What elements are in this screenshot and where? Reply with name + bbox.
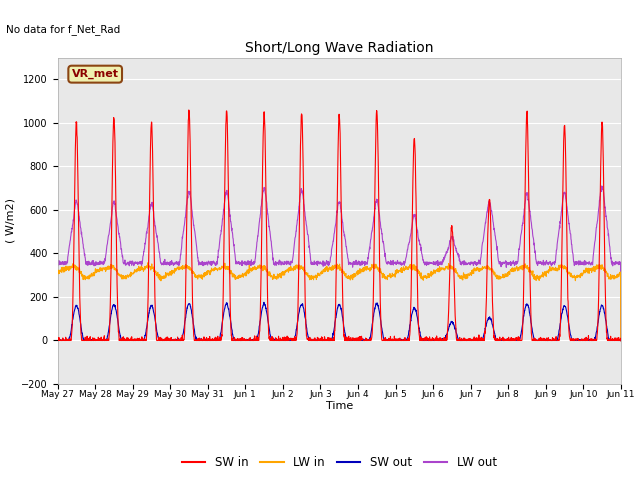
SW in xyxy=(504,337,511,343)
SW in xyxy=(369,331,376,336)
SW in xyxy=(54,337,61,343)
LW out xyxy=(598,183,605,189)
LW in xyxy=(368,262,376,267)
LW in xyxy=(356,267,364,273)
LW out xyxy=(368,229,376,235)
Line: SW out: SW out xyxy=(58,302,621,340)
SW in xyxy=(583,336,591,342)
SW in xyxy=(54,337,61,343)
SW out xyxy=(211,337,218,343)
SW out xyxy=(356,337,364,343)
SW out xyxy=(568,335,575,341)
LW out xyxy=(617,338,625,344)
LW in xyxy=(54,272,61,277)
Legend: SW in, LW in, SW out, LW out: SW in, LW in, SW out, LW out xyxy=(177,452,502,474)
Line: LW in: LW in xyxy=(58,263,621,341)
SW out xyxy=(617,337,625,343)
Title: Short/Long Wave Radiation: Short/Long Wave Radiation xyxy=(245,41,433,55)
SW in xyxy=(211,337,219,343)
SW in xyxy=(356,337,364,343)
SW out xyxy=(503,337,511,343)
SW in xyxy=(617,336,625,342)
Y-axis label: ( W/m2): ( W/m2) xyxy=(6,198,16,243)
SW out xyxy=(54,337,61,343)
LW in xyxy=(144,260,152,265)
Line: LW out: LW out xyxy=(58,186,621,341)
SW in xyxy=(568,336,575,342)
LW out xyxy=(54,260,61,265)
Text: No data for f_Net_Rad: No data for f_Net_Rad xyxy=(6,24,121,35)
Line: SW in: SW in xyxy=(58,110,621,340)
LW in xyxy=(503,272,511,278)
Text: VR_met: VR_met xyxy=(72,69,118,79)
SW out xyxy=(583,337,591,343)
LW out xyxy=(211,261,218,267)
LW out xyxy=(567,237,575,242)
LW out xyxy=(583,261,591,267)
LW in xyxy=(617,338,625,344)
SW in xyxy=(185,107,193,113)
LW out xyxy=(356,261,364,266)
LW in xyxy=(211,267,219,273)
LW in xyxy=(568,271,575,277)
LW out xyxy=(503,261,511,266)
X-axis label: Time: Time xyxy=(326,401,353,410)
SW out xyxy=(260,300,268,305)
LW in xyxy=(583,268,591,274)
SW out xyxy=(368,324,376,330)
